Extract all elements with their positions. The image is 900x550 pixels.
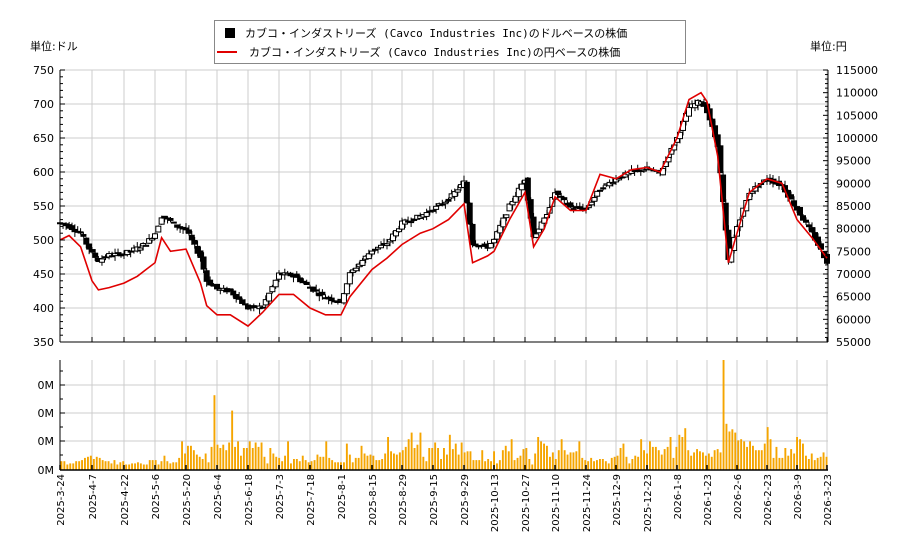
- volume-axis-ticks: 0M 0M 0M 0M: [38, 379, 55, 477]
- legend-jpy-label: カブコ・インダストリーズ (Cavco Industries Inc)の円ベース…: [249, 46, 621, 59]
- price-gridlines: [59, 69, 828, 343]
- legend-usd-label: カブコ・インダストリーズ (Cavco Industries Inc)のドルベー…: [245, 27, 628, 40]
- svg-text:2026-1-8: 2026-1-8: [673, 474, 684, 519]
- x-axis-date-labels: 2025-3-24 2025-4-7 2025-4-22 2025-5-6 2025-5…: [56, 474, 834, 532]
- svg-text:0M: 0M: [38, 379, 55, 392]
- svg-text:90000: 90000: [836, 177, 871, 190]
- svg-text:70000: 70000: [836, 268, 871, 281]
- svg-text:2025-11-10: 2025-11-10: [551, 474, 562, 532]
- svg-text:75000: 75000: [836, 245, 871, 258]
- svg-text:550: 550: [33, 200, 54, 213]
- svg-text:2025-8-1: 2025-8-1: [337, 474, 348, 519]
- svg-text:2025-10-27: 2025-10-27: [521, 474, 532, 532]
- svg-text:85000: 85000: [836, 200, 871, 213]
- legend: カブコ・インダストリーズ (Cavco Industries Inc)のドルベー…: [214, 20, 686, 64]
- axis-lines: [59, 69, 829, 471]
- svg-text:2025-7-3: 2025-7-3: [275, 474, 286, 519]
- svg-text:400: 400: [33, 302, 54, 315]
- svg-text:100000: 100000: [836, 132, 878, 145]
- svg-text:2025-12-9: 2025-12-9: [612, 474, 623, 526]
- svg-text:2025-7-18: 2025-7-18: [306, 474, 317, 526]
- svg-text:2025-5-20: 2025-5-20: [182, 474, 193, 526]
- svg-text:2025-12-23: 2025-12-23: [643, 474, 654, 532]
- svg-text:55000: 55000: [836, 336, 871, 349]
- legend-item-usd: カブコ・インダストリーズ (Cavco Industries Inc)のドルベー…: [221, 24, 627, 42]
- svg-text:0M: 0M: [38, 407, 55, 420]
- svg-text:2025-8-29: 2025-8-29: [398, 474, 409, 526]
- svg-text:65000: 65000: [836, 291, 871, 304]
- svg-text:2025-9-29: 2025-9-29: [460, 474, 471, 526]
- svg-text:95000: 95000: [836, 155, 871, 168]
- svg-text:0M: 0M: [38, 464, 55, 477]
- svg-text:600: 600: [33, 166, 54, 179]
- jpy-price-line: [59, 91, 828, 328]
- svg-text:2025-5-6: 2025-5-6: [151, 474, 162, 519]
- svg-text:110000: 110000: [836, 87, 878, 100]
- svg-text:2025-4-7: 2025-4-7: [88, 474, 99, 519]
- svg-text:2025-4-22: 2025-4-22: [120, 474, 131, 526]
- svg-text:750: 750: [33, 64, 54, 77]
- svg-text:2026-3-23: 2026-3-23: [823, 474, 834, 526]
- svg-text:2025-3-24: 2025-3-24: [56, 474, 67, 526]
- svg-text:2025-9-15: 2025-9-15: [429, 474, 440, 526]
- svg-text:350: 350: [33, 336, 54, 349]
- svg-text:700: 700: [33, 98, 54, 111]
- svg-text:60000: 60000: [836, 313, 871, 326]
- svg-text:2026-3-9: 2026-3-9: [793, 474, 804, 519]
- svg-text:2025-11-24: 2025-11-24: [582, 474, 593, 532]
- left-axis-ticks: 750 700 650 600 550 500 450 400 350: [33, 64, 54, 349]
- svg-text:2025-6-18: 2025-6-18: [244, 474, 255, 526]
- svg-text:2025-10-13: 2025-10-13: [490, 474, 501, 532]
- svg-text:2025-8-15: 2025-8-15: [368, 474, 379, 526]
- svg-text:2026-2-6: 2026-2-6: [733, 474, 744, 519]
- right-axis-unit-label: 単位:円: [810, 40, 847, 53]
- right-axis-ticks: 115000 110000 105000 100000 95000 90000 85000 8…: [836, 64, 878, 349]
- left-axis-unit-label: 単位:ドル: [30, 40, 78, 53]
- red-line-icon: [217, 51, 237, 53]
- svg-text:2026-2-23: 2026-2-23: [763, 474, 774, 526]
- svg-text:2025-6-4: 2025-6-4: [213, 474, 224, 519]
- svg-text:0M: 0M: [38, 435, 55, 448]
- volume-bars: [60, 360, 828, 470]
- legend-item-jpy: カブコ・インダストリーズ (Cavco Industries Inc)の円ベース…: [217, 43, 620, 61]
- black-square-icon: [225, 28, 235, 38]
- svg-text:115000: 115000: [836, 64, 878, 77]
- volume-gridlines: [59, 360, 828, 470]
- svg-text:650: 650: [33, 132, 54, 145]
- svg-text:2026-1-23: 2026-1-23: [703, 474, 714, 526]
- svg-text:500: 500: [33, 234, 54, 247]
- svg-text:450: 450: [33, 268, 54, 281]
- svg-text:105000: 105000: [836, 109, 878, 122]
- svg-text:80000: 80000: [836, 223, 871, 236]
